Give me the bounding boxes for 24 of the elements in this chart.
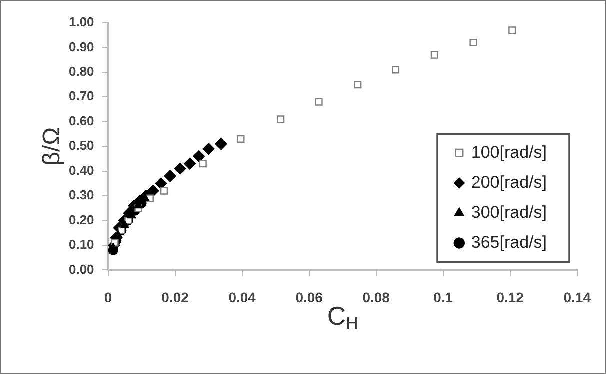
y-tick-label: 0.90 [68,39,94,54]
y-tick-label: 0.40 [68,162,94,178]
y-tick-label: 0.00 [68,262,94,277]
y-tick-label: 0.20 [68,212,94,228]
legend-label: 200[rad/s] [471,172,547,192]
y-tick-label: 0.60 [68,113,94,128]
y-axis-title: β/Ω [38,127,66,166]
x-tick-label: 0.14 [564,289,592,306]
x-tick-label: 0.04 [228,289,256,306]
x-tick-label: 0.08 [362,289,390,306]
y-tick-label: 0.70 [68,88,94,104]
x-tick-label: 0 [104,289,112,306]
legend-label: 365[rad/s] [471,232,547,252]
x-tick-label: 0.02 [162,289,190,306]
legend-label: 100[rad/s] [471,142,547,162]
y-tick-label: 0.30 [68,188,94,203]
y-tick-label: 0.10 [68,237,94,252]
legend-label: 300[rad/s] [471,202,547,222]
y-tick-label: 1.00 [68,14,94,30]
y-tick-label: 0.80 [68,64,94,80]
x-tick-label: 0.06 [296,289,324,306]
x-tick-label: 0.12 [496,289,524,306]
y-tick-label: 0.50 [68,138,94,154]
x-tick-label: 0.1 [434,289,454,306]
